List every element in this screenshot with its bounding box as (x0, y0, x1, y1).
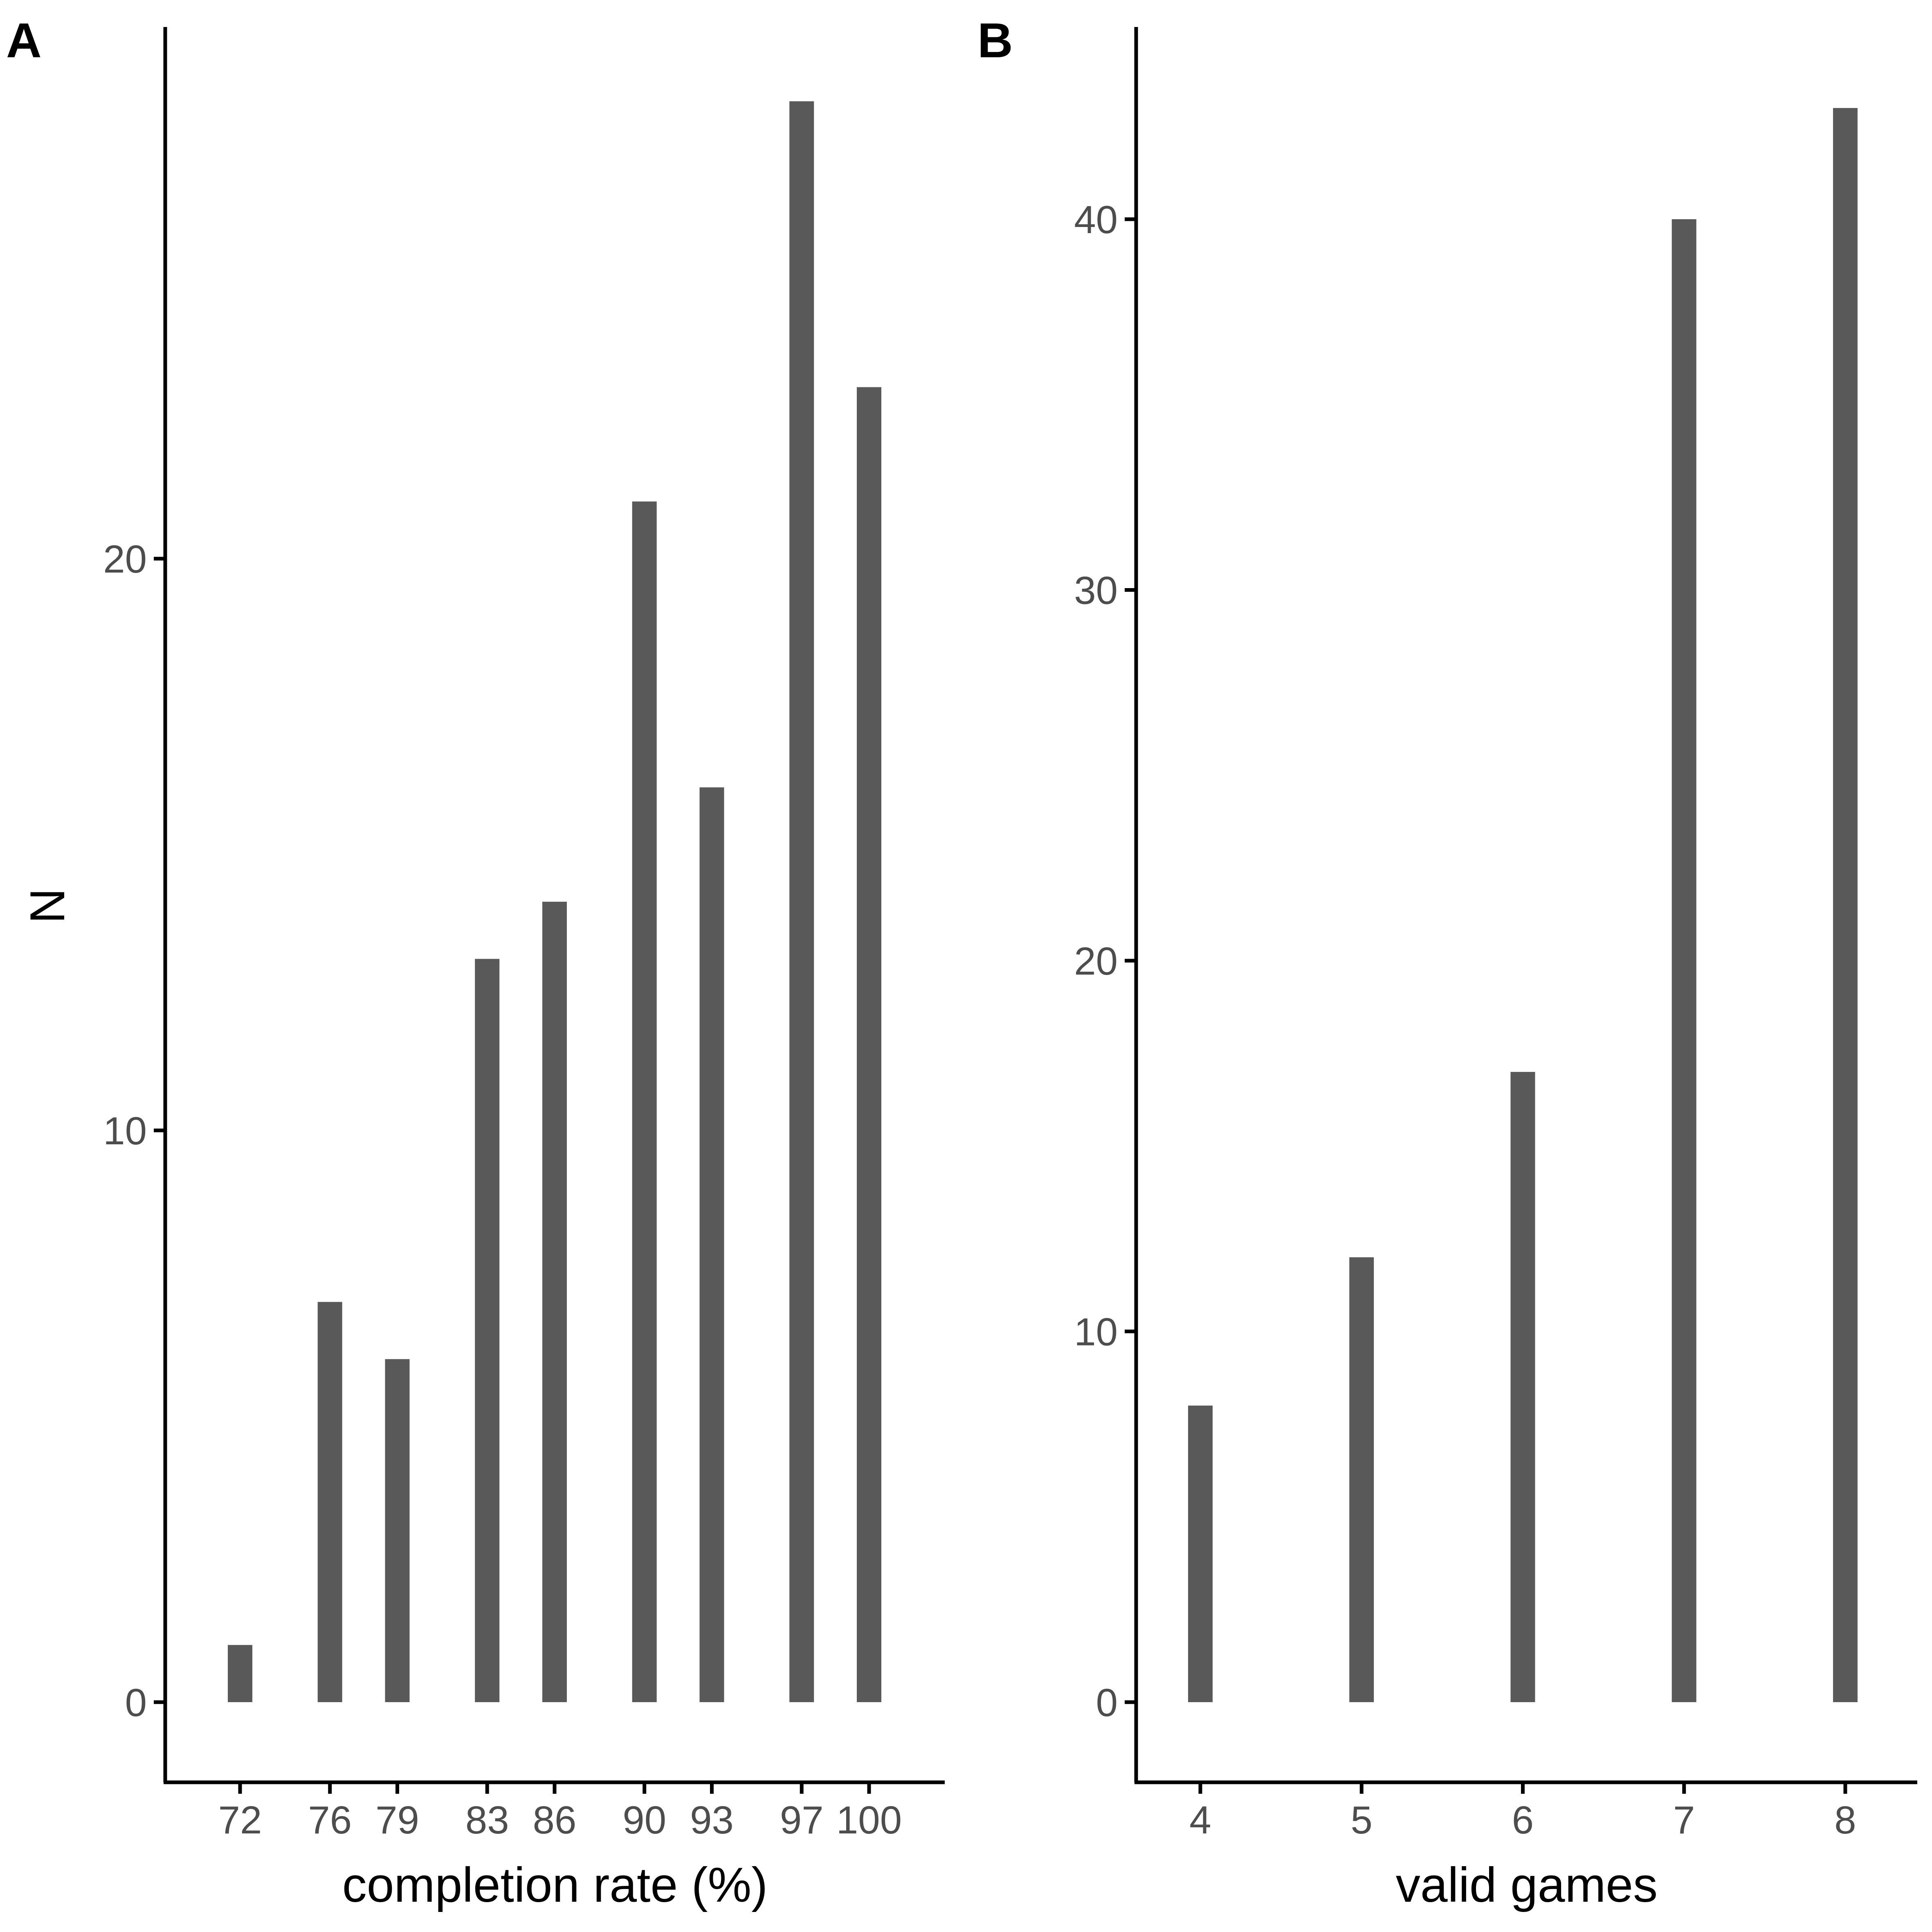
panel-a-x-tick-label-100: 100 (836, 1798, 902, 1842)
panel-b-x-tick-label-5: 5 (1351, 1798, 1373, 1842)
panel-b: B 0 10 20 30 40 4 5 6 7 8 valid games (977, 13, 1917, 1912)
panel-a-x-tick-label-97: 97 (780, 1798, 824, 1842)
panel-a-bar-72 (228, 1645, 252, 1702)
panel-b-letter: B (977, 13, 1013, 68)
panel-a-bar-79 (385, 1359, 410, 1702)
panel-a-x-ticks: 72 76 79 83 86 90 93 97 100 (218, 1782, 902, 1842)
panel-b-y-tick-label-20: 20 (1074, 939, 1118, 983)
panel-a-bar-76 (317, 1302, 342, 1702)
panel-b-bar-8 (1833, 108, 1858, 1702)
panel-b-bar-7 (1671, 219, 1696, 1702)
panel-b-x-tick-label-7: 7 (1673, 1798, 1695, 1842)
panel-a-y-tick-label-0: 0 (125, 1681, 147, 1725)
panel-b-x-tick-label-4: 4 (1189, 1798, 1211, 1842)
panel-a-x-tick-label-86: 86 (533, 1798, 577, 1842)
panel-a-y-title: N (20, 888, 75, 924)
panel-a-bar-83 (475, 959, 500, 1702)
panel-b-bar-4 (1188, 1405, 1213, 1702)
panel-b-y-tick-label-10: 10 (1074, 1310, 1118, 1354)
panel-b-x-ticks: 4 5 6 7 8 (1189, 1782, 1856, 1842)
panel-a-x-title: completion rate (%) (342, 1858, 768, 1912)
panel-a-x-tick-label-93: 93 (690, 1798, 734, 1842)
panel-a-bar-100 (857, 387, 881, 1702)
panel-b-x-tick-label-8: 8 (1834, 1798, 1856, 1842)
panel-a-y-tick-label-20: 20 (103, 537, 147, 581)
panel-b-bar-6 (1510, 1072, 1535, 1702)
panel-a-x-tick-label-79: 79 (375, 1798, 419, 1842)
panel-a-y-ticks: 0 10 20 (103, 537, 165, 1725)
panel-b-x-title: valid games (1396, 1858, 1658, 1912)
panel-a-bar-93 (699, 787, 724, 1702)
panel-a-y-tick-label-10: 10 (103, 1109, 147, 1153)
panel-a-x-tick-label-90: 90 (622, 1798, 666, 1842)
panel-b-x-tick-label-6: 6 (1512, 1798, 1534, 1842)
panel-a-x-tick-label-76: 76 (308, 1798, 352, 1842)
panel-a-bar-86 (542, 901, 567, 1702)
panel-a-bar-97 (789, 101, 814, 1702)
panel-a-bars (228, 101, 881, 1702)
panel-a-x-tick-label-72: 72 (218, 1798, 262, 1842)
panel-b-y-ticks: 0 10 20 30 40 (1074, 198, 1136, 1725)
panel-a-letter: A (6, 13, 42, 68)
panel-a: A 0 10 20 72 76 79 83 86 90 93 97 100 completion r… (6, 13, 945, 1912)
panel-b-y-tick-label-0: 0 (1096, 1681, 1118, 1725)
panel-b-y-tick-label-40: 40 (1074, 198, 1118, 242)
panel-a-bar-90 (632, 501, 657, 1702)
panel-b-bar-5 (1349, 1257, 1374, 1702)
panel-b-bars (1188, 108, 1858, 1702)
panel-a-x-tick-label-83: 83 (465, 1798, 509, 1842)
panel-b-y-tick-label-30: 30 (1074, 569, 1118, 613)
